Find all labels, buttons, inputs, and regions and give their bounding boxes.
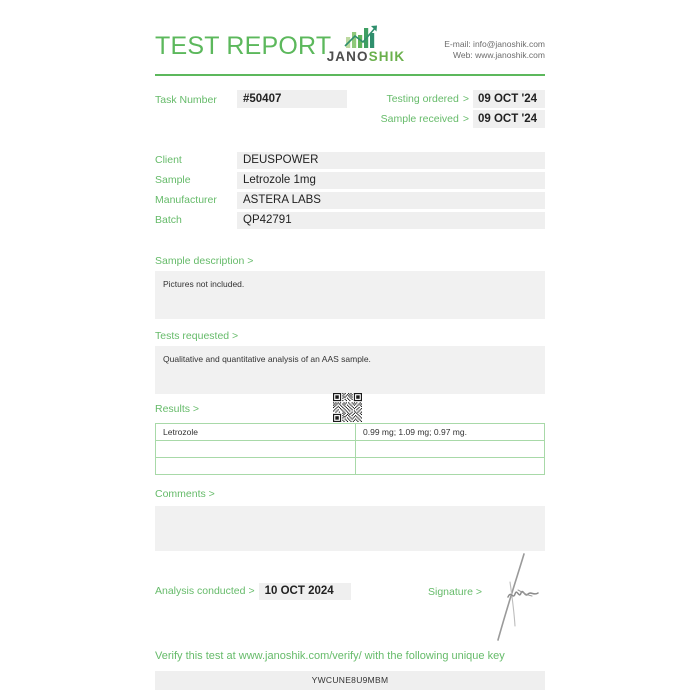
sample-label: Sample [155, 174, 191, 186]
tests-requested-text: Qualitative and quantitative analysis of… [163, 354, 371, 364]
task-number-label: Task Number [155, 94, 217, 106]
unique-key-value: YWCUNE8U9MBM [155, 671, 545, 690]
signature-icon [497, 553, 539, 641]
client-value: DEUSPOWER [237, 152, 545, 169]
info-row-sample: Sample Letrozole 1mg [155, 172, 545, 189]
task-and-dates-row: Task Number #50407 Testing ordered >09 OC… [155, 90, 545, 128]
contact-block: E-mail: info@janoshik.com Web: www.janos… [444, 39, 545, 61]
sample-value: Letrozole 1mg [237, 172, 545, 189]
result-name [155, 457, 356, 475]
task-number-value: #50407 [237, 90, 347, 108]
testing-ordered-separator: > [462, 93, 469, 105]
contact-web: Web: www.janoshik.com [453, 50, 545, 60]
sample-description-text: Pictures not included. [163, 279, 245, 289]
info-fields: Client DEUSPOWER Sample Letrozole 1mg Ma… [155, 152, 545, 232]
page-title: TEST REPORT [155, 32, 332, 60]
analysis-conducted-value: 10 OCT 2024 [258, 583, 351, 601]
client-label: Client [155, 154, 182, 166]
manufacturer-label: Manufacturer [155, 194, 217, 206]
result-name [155, 440, 356, 458]
sample-description-heading: Sample description > [155, 255, 254, 267]
contact-email: E-mail: info@janoshik.com [444, 39, 545, 49]
report-header: TEST REPORT JANOSHIK E-mail: info@janosh… [155, 24, 545, 72]
logo-wordmark: JANOSHIK [320, 49, 412, 64]
sample-received-value: 09 OCT '24 [473, 110, 545, 128]
batch-label: Batch [155, 214, 182, 226]
analysis-conducted-row: Analysis conducted >10 OCT 2024 [155, 583, 351, 601]
analysis-conducted-label: Analysis conducted [155, 585, 246, 598]
signature-label: Signature > [428, 586, 482, 598]
testing-ordered-label: Testing ordered [386, 93, 459, 105]
sample-description-box: Pictures not included. [155, 271, 545, 319]
result-value [355, 457, 545, 475]
result-value: 0.99 mg; 1.09 mg; 0.97 mg. [355, 423, 545, 441]
qr-code-icon [333, 393, 362, 422]
verify-text: Verify this test at www.janoshik.com/ver… [155, 650, 505, 662]
logo-word-jano: JANO [326, 49, 369, 64]
result-value [355, 440, 545, 458]
logo-word-shik: SHIK [368, 49, 406, 64]
info-row-client: Client DEUSPOWER [155, 152, 545, 169]
manufacturer-value: ASTERA LABS [237, 192, 545, 209]
info-row-batch: Batch QP42791 [155, 212, 545, 229]
comments-heading: Comments > [155, 488, 215, 500]
results-table: Letrozole 0.99 mg; 1.09 mg; 0.97 mg. [155, 423, 545, 475]
info-row-manufacturer: Manufacturer ASTERA LABS [155, 192, 545, 209]
sample-received-label: Sample received [380, 113, 459, 125]
tests-requested-heading: Tests requested > [155, 330, 239, 342]
table-row: Letrozole 0.99 mg; 1.09 mg; 0.97 mg. [155, 423, 545, 441]
table-row [155, 457, 545, 475]
header-divider [155, 74, 545, 76]
testing-ordered-row: Testing ordered >09 OCT '24 [386, 90, 545, 108]
result-name: Letrozole [155, 423, 356, 441]
comments-box [155, 506, 545, 551]
testing-ordered-value: 09 OCT '24 [473, 90, 545, 108]
janoshik-logo: JANOSHIK [320, 24, 412, 72]
batch-value: QP42791 [237, 212, 545, 229]
analysis-conducted-separator: > [248, 585, 255, 598]
tests-requested-box: Qualitative and quantitative analysis of… [155, 346, 545, 394]
table-row [155, 440, 545, 458]
sample-received-row: Sample received >09 OCT '24 [381, 110, 545, 128]
sample-received-separator: > [462, 113, 469, 125]
bar-chart-arrow-icon [344, 25, 377, 48]
results-heading: Results > [155, 403, 200, 415]
